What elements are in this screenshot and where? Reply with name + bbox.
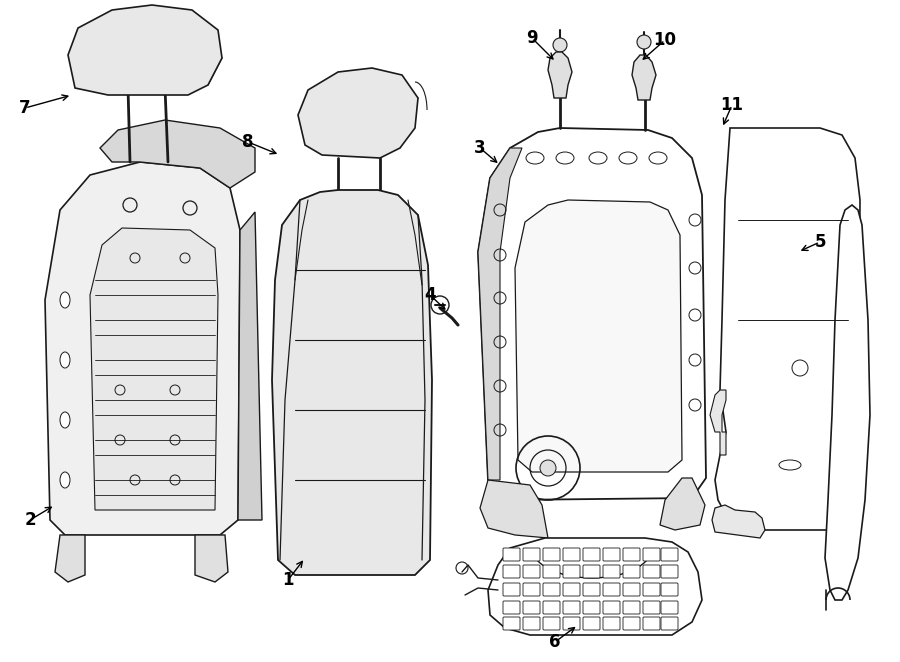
Text: 1: 1	[283, 571, 293, 589]
FancyBboxPatch shape	[583, 548, 600, 561]
FancyBboxPatch shape	[661, 617, 678, 630]
Polygon shape	[660, 478, 705, 530]
Ellipse shape	[619, 152, 637, 164]
Text: 7: 7	[19, 99, 31, 117]
FancyBboxPatch shape	[623, 617, 640, 630]
Polygon shape	[195, 535, 228, 582]
Polygon shape	[68, 5, 222, 95]
Polygon shape	[45, 162, 240, 535]
Polygon shape	[825, 205, 870, 600]
Ellipse shape	[649, 152, 667, 164]
Polygon shape	[478, 128, 706, 500]
FancyBboxPatch shape	[503, 565, 520, 578]
Ellipse shape	[60, 352, 70, 368]
Text: 9: 9	[526, 29, 538, 47]
FancyBboxPatch shape	[643, 548, 660, 561]
FancyBboxPatch shape	[661, 548, 678, 561]
FancyBboxPatch shape	[603, 548, 620, 561]
Polygon shape	[298, 68, 418, 158]
Polygon shape	[100, 120, 255, 188]
FancyBboxPatch shape	[543, 565, 560, 578]
FancyBboxPatch shape	[583, 601, 600, 614]
Polygon shape	[715, 128, 860, 530]
FancyBboxPatch shape	[623, 548, 640, 561]
FancyBboxPatch shape	[661, 583, 678, 596]
FancyBboxPatch shape	[543, 617, 560, 630]
Text: 6: 6	[549, 633, 561, 651]
FancyBboxPatch shape	[563, 565, 580, 578]
Polygon shape	[548, 52, 572, 98]
FancyBboxPatch shape	[603, 583, 620, 596]
Text: 4: 4	[424, 286, 436, 304]
Ellipse shape	[60, 292, 70, 308]
Ellipse shape	[556, 152, 574, 164]
FancyBboxPatch shape	[623, 565, 640, 578]
FancyBboxPatch shape	[543, 548, 560, 561]
FancyBboxPatch shape	[563, 601, 580, 614]
Polygon shape	[238, 212, 262, 520]
Circle shape	[540, 460, 556, 476]
FancyBboxPatch shape	[563, 583, 580, 596]
Polygon shape	[515, 200, 682, 472]
Ellipse shape	[589, 152, 607, 164]
FancyBboxPatch shape	[563, 617, 580, 630]
Text: 10: 10	[653, 31, 677, 49]
FancyBboxPatch shape	[643, 617, 660, 630]
Polygon shape	[632, 55, 656, 100]
Text: 2: 2	[24, 511, 36, 529]
Ellipse shape	[60, 472, 70, 488]
FancyBboxPatch shape	[661, 601, 678, 614]
Ellipse shape	[526, 152, 544, 164]
Ellipse shape	[60, 412, 70, 428]
Polygon shape	[480, 480, 548, 538]
Text: 3: 3	[474, 139, 486, 157]
FancyBboxPatch shape	[623, 583, 640, 596]
FancyBboxPatch shape	[523, 548, 540, 561]
FancyBboxPatch shape	[643, 583, 660, 596]
FancyBboxPatch shape	[523, 601, 540, 614]
FancyBboxPatch shape	[563, 548, 580, 561]
FancyBboxPatch shape	[643, 565, 660, 578]
Text: 11: 11	[721, 96, 743, 114]
FancyBboxPatch shape	[603, 617, 620, 630]
FancyBboxPatch shape	[543, 583, 560, 596]
Polygon shape	[272, 190, 432, 575]
Polygon shape	[488, 538, 702, 635]
Polygon shape	[478, 148, 522, 480]
FancyBboxPatch shape	[503, 617, 520, 630]
Text: 8: 8	[242, 133, 254, 151]
Text: 5: 5	[814, 233, 826, 251]
FancyBboxPatch shape	[503, 548, 520, 561]
FancyBboxPatch shape	[603, 565, 620, 578]
Polygon shape	[55, 535, 85, 582]
FancyBboxPatch shape	[523, 617, 540, 630]
Polygon shape	[710, 390, 726, 455]
Circle shape	[637, 35, 651, 49]
FancyBboxPatch shape	[643, 601, 660, 614]
FancyBboxPatch shape	[583, 583, 600, 596]
FancyBboxPatch shape	[523, 583, 540, 596]
Circle shape	[553, 38, 567, 52]
FancyBboxPatch shape	[583, 565, 600, 578]
FancyBboxPatch shape	[623, 601, 640, 614]
FancyBboxPatch shape	[603, 601, 620, 614]
FancyBboxPatch shape	[503, 601, 520, 614]
FancyBboxPatch shape	[543, 601, 560, 614]
Polygon shape	[90, 228, 218, 510]
FancyBboxPatch shape	[503, 583, 520, 596]
FancyBboxPatch shape	[523, 565, 540, 578]
Ellipse shape	[779, 460, 801, 470]
Polygon shape	[712, 505, 765, 538]
FancyBboxPatch shape	[583, 617, 600, 630]
FancyBboxPatch shape	[661, 565, 678, 578]
